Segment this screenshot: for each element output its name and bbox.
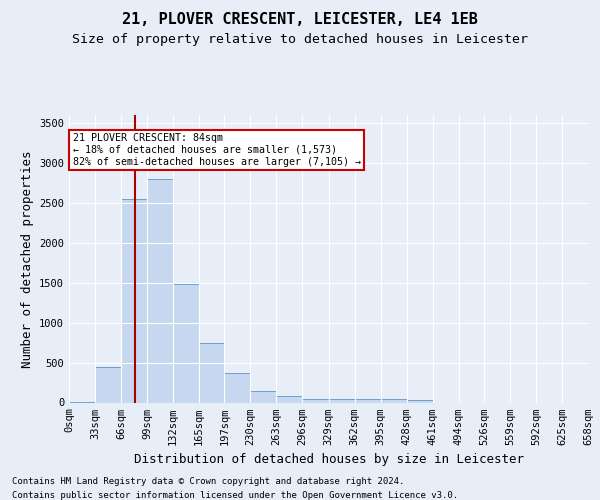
Bar: [355, 398, 380, 402]
Y-axis label: Number of detached properties: Number of detached properties: [20, 150, 34, 368]
Bar: [380, 398, 407, 402]
Text: Contains public sector information licensed under the Open Government Licence v3: Contains public sector information licen…: [12, 491, 458, 500]
Bar: [95, 366, 121, 402]
Bar: [302, 398, 329, 402]
Bar: [199, 344, 224, 402]
Bar: [407, 400, 433, 402]
Bar: [277, 396, 302, 402]
Bar: [250, 392, 277, 402]
Bar: [173, 284, 199, 403]
Bar: [121, 199, 147, 402]
Text: Distribution of detached houses by size in Leicester: Distribution of detached houses by size …: [134, 452, 524, 466]
Text: Contains HM Land Registry data © Crown copyright and database right 2024.: Contains HM Land Registry data © Crown c…: [12, 478, 404, 486]
Text: Size of property relative to detached houses in Leicester: Size of property relative to detached ho…: [72, 32, 528, 46]
Bar: [147, 179, 173, 402]
Bar: [329, 398, 355, 402]
Text: 21, PLOVER CRESCENT, LEICESTER, LE4 1EB: 21, PLOVER CRESCENT, LEICESTER, LE4 1EB: [122, 12, 478, 28]
Bar: [224, 373, 250, 402]
Text: 21 PLOVER CRESCENT: 84sqm
← 18% of detached houses are smaller (1,573)
82% of se: 21 PLOVER CRESCENT: 84sqm ← 18% of detac…: [73, 134, 361, 166]
